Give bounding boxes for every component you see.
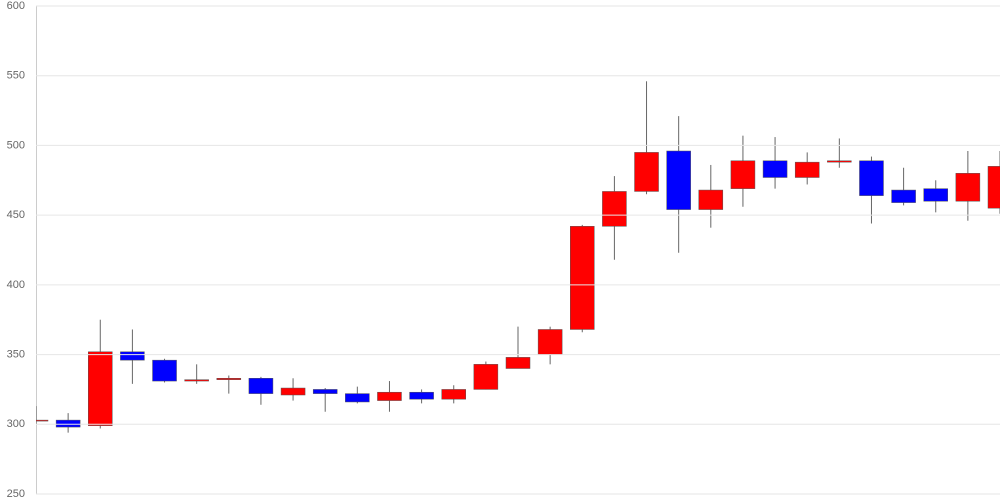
candle-body: [473, 364, 499, 390]
y-tick-label: 550: [7, 70, 25, 82]
candle-body: [345, 393, 370, 403]
plot-area: [36, 81, 1000, 433]
y-tick-label: 500: [7, 139, 25, 151]
y-tick-label: 250: [7, 488, 25, 500]
candle-body: [441, 389, 466, 400]
candle-body: [955, 173, 981, 202]
candle-body: [730, 160, 756, 189]
candle-body: [36, 419, 49, 422]
candle-body: [923, 188, 948, 202]
candle-body: [152, 359, 177, 382]
candle-body: [827, 160, 852, 163]
candle-body: [88, 351, 113, 426]
y-tick-label: 600: [7, 0, 25, 12]
candle-body: [762, 160, 788, 178]
candle-body: [55, 419, 81, 428]
y-tick-label: 450: [7, 209, 25, 221]
candle-body: [280, 387, 306, 396]
candle-body: [634, 152, 659, 192]
candle-body: [987, 166, 1000, 209]
candle-body: [570, 226, 595, 330]
candle-body: [184, 379, 209, 382]
candle-body: [602, 191, 627, 227]
candle-body: [891, 189, 916, 203]
y-tick-label: 400: [7, 279, 25, 291]
candle-body: [216, 378, 242, 380]
candle-body: [312, 389, 338, 394]
candle-body: [794, 161, 820, 178]
y-tick-label: 300: [7, 418, 25, 430]
y-tick-label: 350: [7, 348, 25, 360]
candle-body: [377, 391, 402, 401]
candle-body: [248, 378, 274, 394]
candle-body: [666, 150, 691, 210]
candle-body: [537, 329, 563, 355]
candle-body: [698, 189, 724, 210]
candle-body: [120, 351, 145, 361]
candle-body: [505, 357, 531, 369]
candle-body: [859, 160, 884, 196]
candle-body: [409, 391, 434, 400]
